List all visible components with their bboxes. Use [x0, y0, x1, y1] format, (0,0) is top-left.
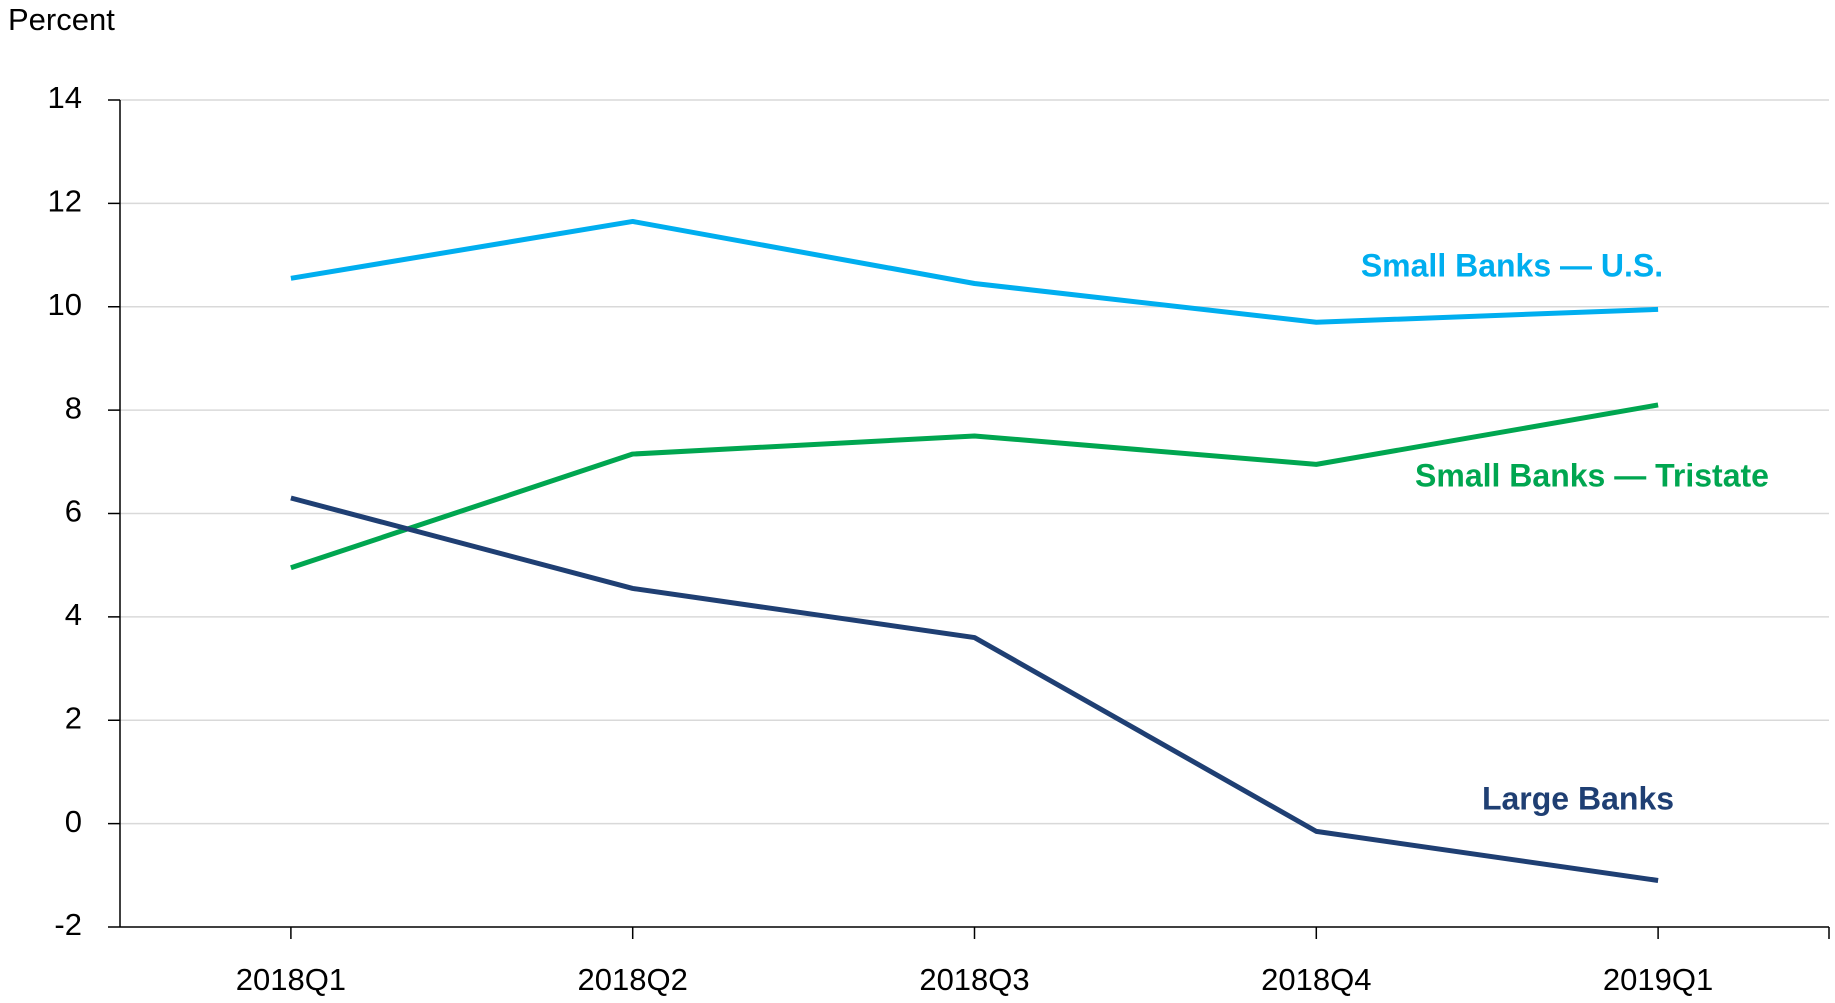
y-tick-label: 2 — [65, 700, 82, 735]
y-tick-label: -2 — [54, 907, 82, 942]
y-tick-label: 12 — [48, 184, 82, 219]
y-tick-label: 0 — [65, 804, 82, 839]
series-label: Small Banks — Tristate — [1415, 457, 1769, 493]
y-axis-label: Percent — [8, 2, 115, 37]
x-tick-label: 2018Q1 — [236, 962, 346, 997]
series-line — [290, 495, 1659, 883]
series-line — [290, 402, 1659, 571]
y-tick-label: 14 — [48, 80, 82, 115]
y-tick-label: 4 — [65, 597, 82, 632]
y-tick-label: 8 — [65, 390, 82, 425]
y-tick-label: 6 — [65, 494, 82, 529]
x-tick-label: 2018Q4 — [1261, 962, 1371, 997]
x-tick-label: 2019Q1 — [1603, 962, 1713, 997]
x-tick-label: 2018Q2 — [578, 962, 688, 997]
y-tick-label: 10 — [48, 287, 82, 322]
series-label: Large Banks — [1482, 780, 1674, 816]
series-label: Small Banks — U.S. — [1361, 247, 1663, 283]
series-line — [290, 218, 1659, 325]
x-tick-label: 2018Q3 — [919, 962, 1029, 997]
